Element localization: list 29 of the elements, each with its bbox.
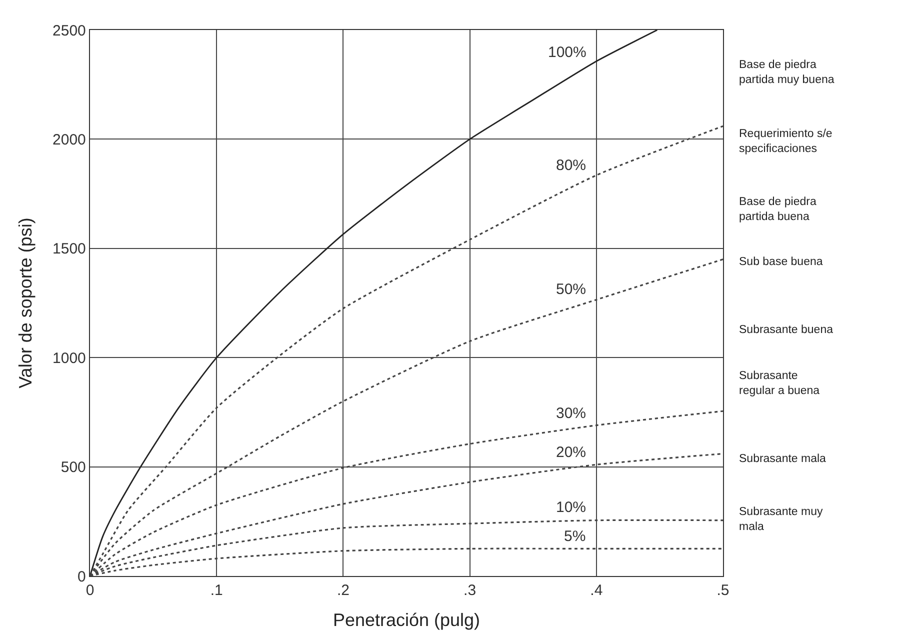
y-tick-label: 2000	[52, 131, 86, 148]
y-tick-label: 0	[78, 568, 86, 586]
series-label: 30%	[556, 405, 586, 422]
series-label: 100%	[548, 44, 586, 61]
y-tick-label: 500	[60, 459, 86, 476]
text: Sub base buena	[739, 256, 824, 268]
series-label: 20%	[556, 444, 586, 461]
text: Subrasante muy mala	[739, 506, 823, 533]
series-label: 80%	[556, 157, 586, 174]
y-axis-title: Valor de soporte (psi)	[16, 218, 36, 388]
x-tick-label: .4	[590, 582, 603, 600]
text: Subrasante buena	[739, 324, 834, 336]
text: Requerimiento s/especificaciones	[739, 128, 832, 155]
series-label: 50%	[556, 281, 586, 298]
series-label: 5%	[564, 528, 586, 545]
x-tick-label: .3	[464, 582, 476, 600]
text: Base de piedra partida muy buena	[739, 59, 835, 86]
x-axis-title: Penetración (pulg)	[332, 610, 480, 630]
series-label: 10%	[556, 499, 586, 516]
line-series	[90, 30, 658, 576]
y-tick-label: 1500	[52, 240, 86, 258]
x-tick-label: .5	[716, 582, 730, 600]
text: Base de piedra partida buena	[739, 196, 817, 223]
x-tick-label: .1	[210, 582, 223, 600]
text: Subrasante regular a buena	[739, 370, 820, 397]
x-tick-label: .2	[336, 582, 350, 600]
text: Subrasante mala	[739, 453, 827, 465]
y-tick-label: 2500	[52, 22, 86, 40]
y-tick-label: 1000	[52, 350, 86, 367]
